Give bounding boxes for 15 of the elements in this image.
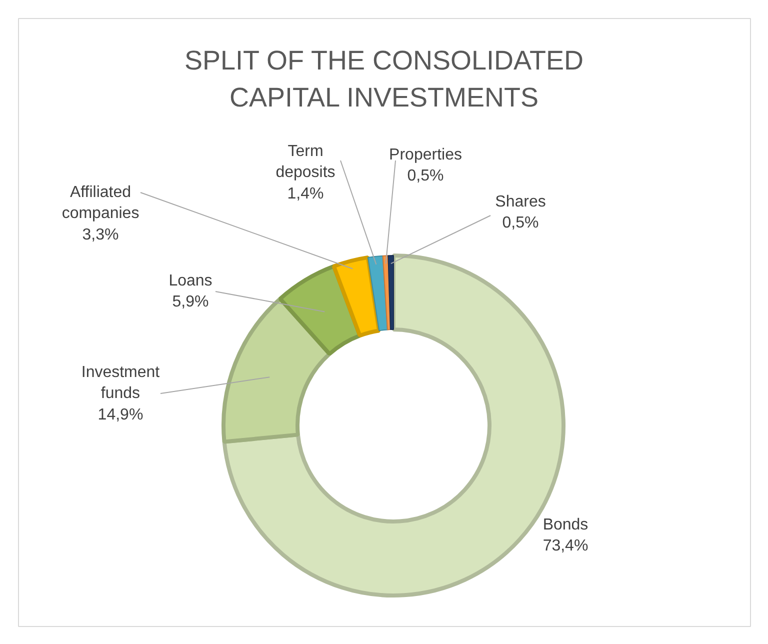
data-label: 0,5% bbox=[502, 214, 539, 232]
slice-label: Loans bbox=[168, 272, 212, 290]
data-label: 73,4% bbox=[542, 538, 588, 555]
slice-label: Shares bbox=[495, 193, 546, 210]
data-label: 5,9% bbox=[172, 294, 209, 311]
data-label: 3,3% bbox=[82, 226, 119, 244]
data-label: 14,9% bbox=[98, 406, 144, 424]
slice-label: Affiliated companies bbox=[62, 184, 140, 222]
slice-label: Investment funds bbox=[81, 364, 160, 402]
data-label: 1,4% bbox=[287, 185, 324, 202]
slice-label: Bonds bbox=[542, 516, 588, 534]
chart-title: SPLIT OF THE CONSOLIDATED CAPITAL INVESTMENTS bbox=[184, 46, 584, 112]
slice-label: Term deposits bbox=[276, 142, 336, 181]
data-label: 0,5% bbox=[407, 168, 444, 185]
slice-label: Properties bbox=[389, 146, 462, 164]
